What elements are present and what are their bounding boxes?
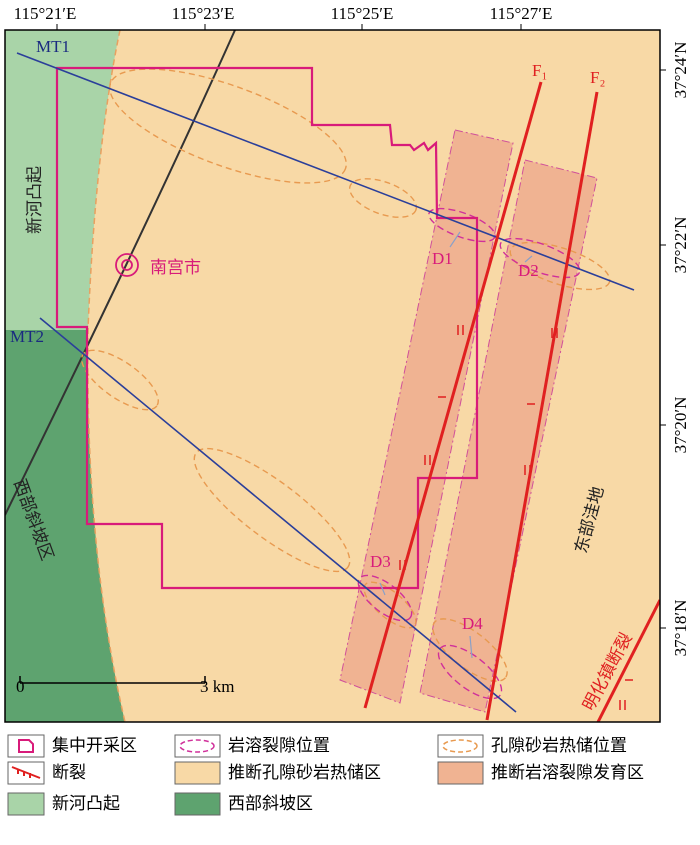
legend-symbol — [18, 739, 34, 753]
karst-label: D2 — [518, 261, 539, 280]
legend-label: 孔隙砂岩热储位置 — [491, 736, 627, 756]
scale-label: 0 — [16, 677, 25, 696]
frame-ticks — [56, 24, 666, 629]
legend-box — [174, 761, 221, 785]
legend-label: 西部斜坡区 — [228, 794, 313, 814]
karst-label: D4 — [462, 614, 483, 633]
legend-box — [7, 792, 45, 816]
map-frame — [4, 29, 661, 723]
latitude-label: 37°22′N — [671, 217, 690, 274]
fault-f1 — [363, 81, 543, 709]
legend-symbol — [11, 766, 41, 779]
map-body: MT1 MT2 F₁ F₂ 明化镇断裂 南宫市 新河凸起 西部斜坡区 东部洼地 … — [5, 30, 660, 722]
city-label: 南宫市 — [150, 258, 201, 278]
legend-box — [437, 734, 484, 758]
legend-box — [7, 734, 45, 758]
legend-box — [174, 792, 221, 816]
city-symbol — [115, 253, 139, 277]
karst-label: D1 — [432, 249, 453, 268]
mt1-profile — [16, 52, 635, 291]
karst-label: D3 — [370, 552, 391, 571]
legend-label: 岩溶裂隙位置 — [228, 736, 330, 756]
legend-symbol — [442, 739, 478, 753]
longitude-label: 115°21′E — [14, 4, 77, 23]
profile-label: MT1 — [36, 37, 70, 56]
boundary-line — [5, 30, 236, 516]
latitude-label: 37°20′N — [671, 397, 690, 454]
legend-label: 推断岩溶裂隙发育区 — [491, 763, 644, 783]
legend-label: 断裂 — [52, 763, 86, 783]
legend-symbol — [179, 739, 215, 753]
karst-zone — [419, 159, 598, 713]
karst-zone — [339, 129, 514, 704]
city-symbol — [121, 259, 133, 271]
latitude-label: 37°18′N — [671, 600, 690, 657]
legend-label: 推断孔隙砂岩热储区 — [228, 763, 381, 783]
legend-box — [174, 734, 221, 758]
longitude-label: 115°23′E — [172, 4, 235, 23]
mining-area — [55, 66, 479, 590]
fault-f2 — [485, 91, 599, 721]
fault-label: F₂ — [590, 68, 605, 87]
legend-box — [437, 761, 484, 785]
longitude-label: 115°27′E — [490, 4, 553, 23]
latitude-label: 37°24′N — [671, 42, 690, 99]
legend-label: 集中开采区 — [52, 736, 137, 756]
region-label: 新河凸起 — [25, 166, 45, 234]
scale-label: 3 km — [200, 677, 234, 696]
xinhe-uplift — [5, 30, 120, 330]
fault-ticks — [399, 325, 633, 710]
legend-label: 新河凸起 — [52, 794, 120, 814]
minghuazhen-fault — [596, 599, 660, 722]
profile-label: MT2 — [10, 327, 44, 346]
mt2-profile — [39, 317, 517, 713]
longitude-label: 115°25′E — [331, 4, 394, 23]
scale-bar — [19, 676, 206, 684]
legend: 集中开采区 岩溶裂隙位置 孔隙砂岩热储位置 断裂 推断孔隙砂岩热储区 推断岩溶裂… — [7, 734, 644, 816]
fault-label: F₁ — [532, 61, 547, 80]
label-leaders — [379, 231, 533, 659]
western-slope — [5, 330, 125, 722]
